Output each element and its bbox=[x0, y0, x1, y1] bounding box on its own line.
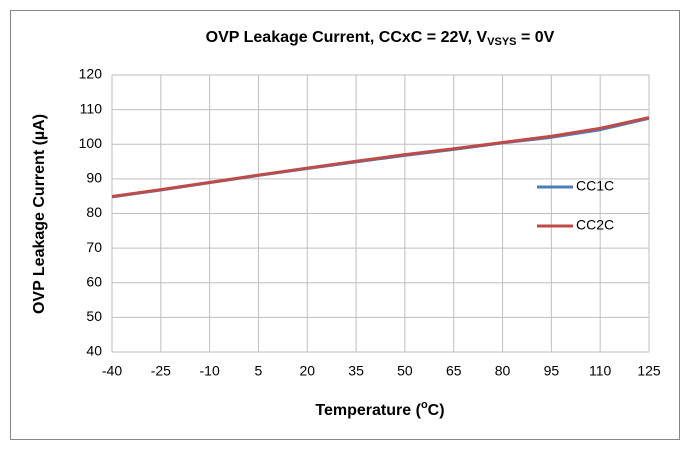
x-tick-label: 35 bbox=[348, 363, 364, 379]
x-tick-label: -10 bbox=[200, 363, 220, 379]
y-tick-label: 60 bbox=[86, 273, 102, 289]
y-tick-label: 100 bbox=[79, 135, 103, 151]
x-tick-label: -40 bbox=[102, 363, 122, 379]
series-line bbox=[111, 116, 650, 199]
x-tick-label: 80 bbox=[495, 363, 511, 379]
x-tick-label: 110 bbox=[589, 363, 612, 379]
x-tick-label: -25 bbox=[151, 363, 171, 379]
y-axis-label: OVP Leakage Current (µA) bbox=[31, 114, 48, 314]
y-tick-label: 120 bbox=[79, 66, 103, 82]
x-label-superscript: o bbox=[421, 399, 428, 411]
x-tick-label: 5 bbox=[255, 363, 263, 379]
legend-label: CC1C bbox=[576, 178, 614, 194]
y-tick-label: 40 bbox=[86, 343, 102, 359]
y-tick-label: 110 bbox=[80, 100, 103, 116]
title-main: OVP Leakage Current, CCxC = 22V, V bbox=[206, 29, 488, 46]
plot-border bbox=[111, 74, 650, 353]
x-tick-label: 95 bbox=[544, 363, 560, 379]
y-tick-label: 70 bbox=[86, 239, 102, 255]
legend-label: CC2C bbox=[576, 217, 614, 233]
title-subscript: VSYS bbox=[487, 36, 516, 48]
title-suffix: = 0V bbox=[517, 29, 555, 46]
x-tick-label: 20 bbox=[299, 363, 315, 379]
chart-title: OVP Leakage Current, CCxC = 22V, VVSYS =… bbox=[206, 29, 555, 48]
y-tick-label: 50 bbox=[86, 308, 102, 324]
y-tick-label: 90 bbox=[86, 170, 102, 186]
y-tick-label: 80 bbox=[86, 204, 102, 220]
x-label-suffix: C) bbox=[428, 402, 445, 419]
x-tick-label: 125 bbox=[637, 363, 661, 379]
x-axis-label: Temperature (oC) bbox=[315, 399, 444, 419]
x-tick-label: 65 bbox=[446, 363, 462, 379]
x-tick-label: 50 bbox=[397, 363, 413, 379]
x-label-main: Temperature ( bbox=[315, 402, 421, 419]
